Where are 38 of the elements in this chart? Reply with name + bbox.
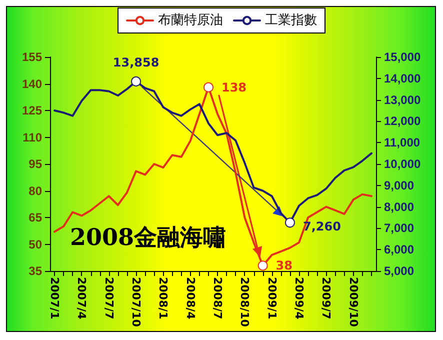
y2-tick-label: 5,000 — [384, 264, 414, 278]
y2-tick-label: 14,000 — [384, 71, 422, 86]
x-tick-label: 2009/1 — [265, 277, 278, 320]
legend-label: 布蘭特原油 — [158, 13, 223, 28]
y-tick-label: 35 — [28, 264, 42, 278]
y2-tick-label: 10,000 — [384, 157, 422, 171]
y2-tick-label: 7,000 — [384, 221, 414, 236]
y2-tick-label: 6,000 — [384, 242, 414, 257]
x-tick-label: 2007/10 — [130, 277, 143, 328]
y2-tick-label: 8,000 — [384, 200, 414, 214]
x-tick-label: 2008/10 — [238, 277, 252, 328]
x-tick-label: 2009/7 — [320, 277, 333, 320]
y-tick-label: 65 — [28, 210, 42, 224]
y-tick-label: 140 — [22, 76, 42, 91]
data-label: 13,858 — [112, 55, 160, 70]
annotation: 2008金融海嘯 — [70, 224, 226, 251]
legend-label: 工業指數 — [265, 13, 317, 28]
y-tick-label: 80 — [28, 184, 42, 198]
x-tick-label: 2008/4 — [184, 277, 197, 320]
x-tick-label: 2009/10 — [346, 277, 360, 328]
y2-tick-label: 13,000 — [384, 92, 422, 107]
y2-tick-label: 12,000 — [384, 114, 422, 128]
y-tick-label: 110 — [22, 130, 42, 144]
y-tick-label: 95 — [28, 157, 42, 171]
y2-tick-label: 9,000 — [384, 178, 414, 192]
data-label: 138 — [221, 80, 247, 94]
x-tick-label: 2007/7 — [102, 277, 116, 320]
y2-tick-label: 11,000 — [384, 136, 420, 150]
y2-tick-label: 15,000 — [384, 50, 422, 64]
x-tick-label: 2007/1 — [48, 277, 62, 320]
y-tick-label: 155 — [22, 50, 42, 64]
y-tick-label: 50 — [28, 237, 42, 252]
y-tick-label: 125 — [22, 104, 42, 118]
data-label: 38 — [276, 258, 293, 273]
x-tick-label: 2008/7 — [211, 277, 224, 320]
x-tick-label: 2007/4 — [75, 277, 88, 320]
x-tick-label: 2008/1 — [156, 277, 170, 320]
x-tick-label: 2009/4 — [292, 277, 306, 320]
